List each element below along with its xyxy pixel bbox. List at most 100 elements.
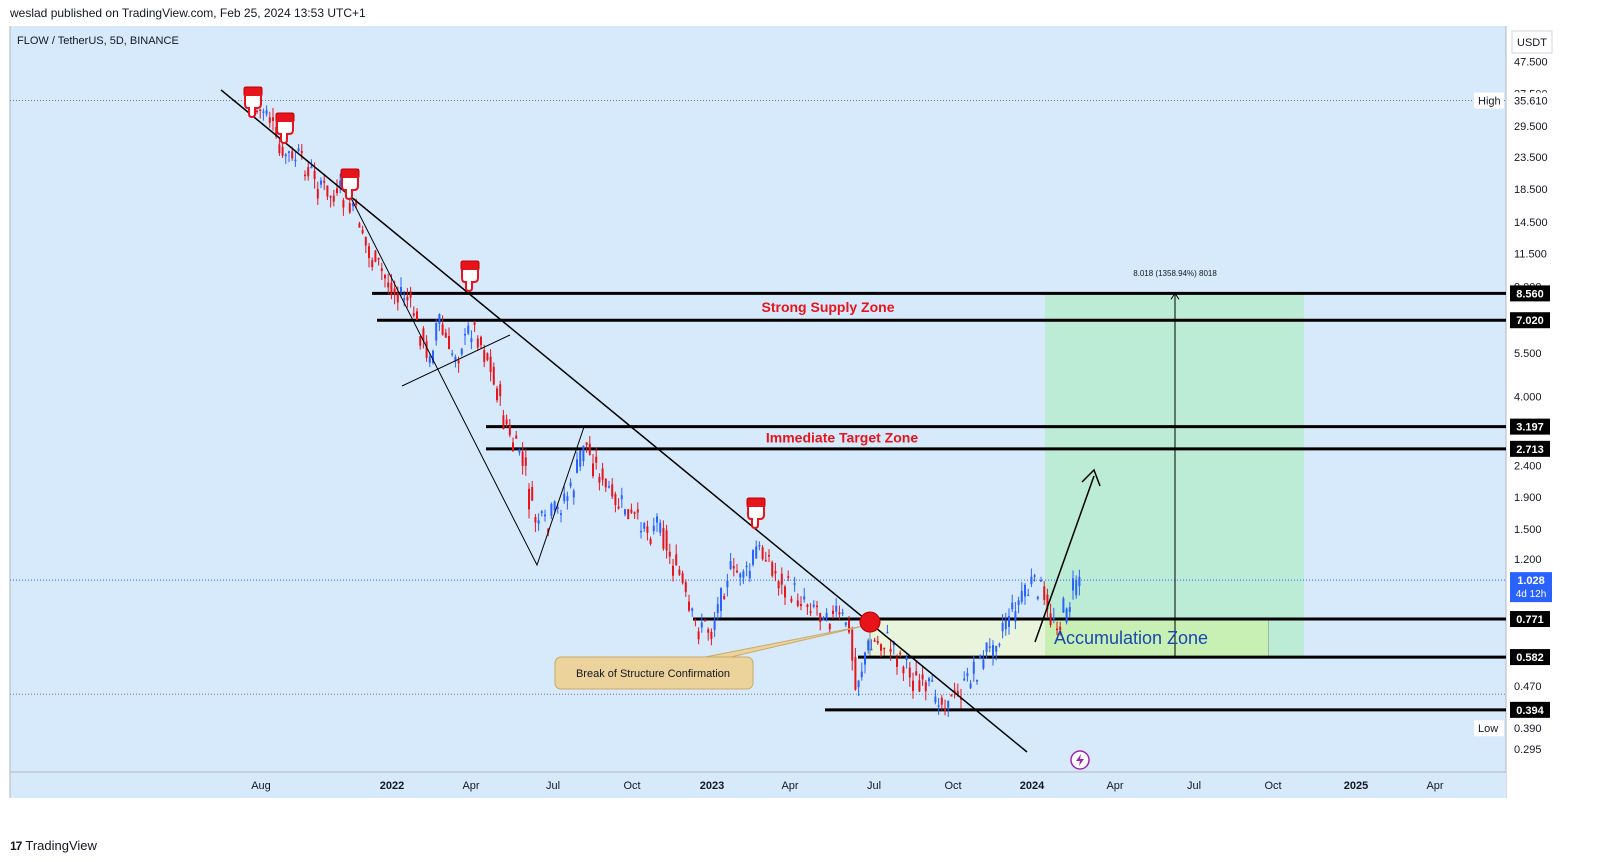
candle-body xyxy=(944,709,946,711)
candle-body xyxy=(272,117,274,121)
candle-body xyxy=(764,560,767,562)
candle-body xyxy=(355,200,358,206)
candle-body xyxy=(704,619,706,622)
x-tick-label: Apr xyxy=(462,780,479,792)
candle-body xyxy=(531,487,534,501)
candle-body xyxy=(329,196,332,198)
candle-body xyxy=(521,451,524,466)
y-tick-label: 2.400 xyxy=(1514,460,1542,472)
candle-body xyxy=(585,442,588,445)
callout-box[interactable] xyxy=(554,656,754,690)
x-tick-label: Jul xyxy=(867,780,881,792)
candle-body xyxy=(614,494,617,506)
descending-trendline[interactable] xyxy=(220,89,1028,753)
candle-body xyxy=(1046,594,1049,610)
candle-body xyxy=(1065,608,1068,623)
candle-body xyxy=(1078,576,1081,587)
candle-body xyxy=(377,257,380,260)
level-price-value: 0.394 xyxy=(1516,705,1544,717)
tradingview-logo: 17 xyxy=(10,838,22,853)
candle-body xyxy=(723,596,726,600)
level-price-tag xyxy=(1510,611,1550,628)
candle-body xyxy=(358,223,361,228)
candle-body xyxy=(515,435,518,439)
candle-body xyxy=(332,195,335,202)
candle-body xyxy=(620,495,623,500)
hand-icon-cuff xyxy=(340,168,360,178)
candle-body xyxy=(566,496,569,501)
high-label: High xyxy=(1478,96,1501,108)
candle-body xyxy=(448,335,450,350)
tradingview-footer: 17 TradingView xyxy=(10,838,97,853)
candle-body xyxy=(742,571,745,578)
y-tick-label: 23.500 xyxy=(1514,152,1548,164)
candle-body xyxy=(540,511,543,514)
candle-body xyxy=(1011,602,1014,610)
x-tick-label: 2025 xyxy=(1344,780,1368,792)
pattern-leg-line[interactable] xyxy=(349,195,585,567)
high-value-bg xyxy=(1510,92,1560,109)
candle-body xyxy=(528,488,530,510)
candle-body xyxy=(297,148,300,151)
candle-body xyxy=(848,620,850,633)
candle-body xyxy=(627,509,630,520)
candle-body xyxy=(678,569,681,575)
candle-body xyxy=(262,111,265,113)
candle-body xyxy=(604,478,607,488)
candle-body xyxy=(694,619,697,621)
candle-body xyxy=(259,109,262,112)
candle-body xyxy=(320,180,322,185)
price-chart[interactable]: FLOW / TetherUS, 5D, BINANCE USDT 8.018 … xyxy=(0,0,1622,838)
candle-body xyxy=(819,613,822,623)
candle-body xyxy=(313,170,316,179)
candle-body xyxy=(483,350,486,362)
chart-title: FLOW / TetherUS, 5D, BINANCE xyxy=(17,35,179,47)
candle-body xyxy=(592,463,594,477)
candle-body xyxy=(761,547,764,560)
y-tick-label: 11.500 xyxy=(1514,248,1547,260)
candle-body xyxy=(812,604,815,607)
measure-arrow-head xyxy=(1170,292,1180,300)
bar-countdown: 4d 12h xyxy=(1516,589,1547,600)
candle-body xyxy=(467,325,470,334)
low-label: Low xyxy=(1478,723,1498,735)
x-tick-label: Oct xyxy=(944,780,961,792)
y-tick-label: 14.500 xyxy=(1514,217,1548,229)
flag-support-line[interactable] xyxy=(401,334,511,387)
candle-body xyxy=(966,673,969,677)
currency-badge[interactable] xyxy=(1511,30,1553,54)
candle-body xyxy=(896,658,898,667)
y-tick-label: 47.500 xyxy=(1514,57,1548,69)
candle-body xyxy=(979,655,982,659)
candle-body xyxy=(454,356,457,362)
tradingview-brand: TradingView xyxy=(25,838,97,853)
candle-body xyxy=(752,550,754,565)
candle-body xyxy=(278,144,281,154)
candle-body xyxy=(748,570,751,579)
candle-body xyxy=(508,424,511,436)
candle-body xyxy=(832,610,834,614)
lightning-event-icon[interactable] xyxy=(1070,750,1090,770)
candle-body xyxy=(294,159,297,162)
candle-body xyxy=(368,246,370,259)
candle-body xyxy=(784,586,786,598)
lightning-bolt xyxy=(1076,754,1084,766)
candle-body xyxy=(288,151,290,153)
candle-body xyxy=(905,657,908,660)
break-of-structure-marker[interactable] xyxy=(859,611,881,633)
candle-body xyxy=(867,640,870,651)
hand-icon-cuff xyxy=(460,260,480,270)
candle-body xyxy=(284,154,287,157)
high-label-bg xyxy=(1474,92,1504,109)
candle-body xyxy=(963,678,966,681)
candle-body xyxy=(934,696,937,703)
candle-body xyxy=(576,459,578,473)
candle-body xyxy=(688,601,690,611)
candle-body xyxy=(1043,586,1046,600)
candle-body xyxy=(496,388,498,401)
candle-body xyxy=(777,581,780,589)
candle-body xyxy=(908,667,911,678)
accumulation-zone-highlight xyxy=(1045,619,1268,658)
candle-body xyxy=(444,332,447,338)
candle-body xyxy=(428,356,431,363)
